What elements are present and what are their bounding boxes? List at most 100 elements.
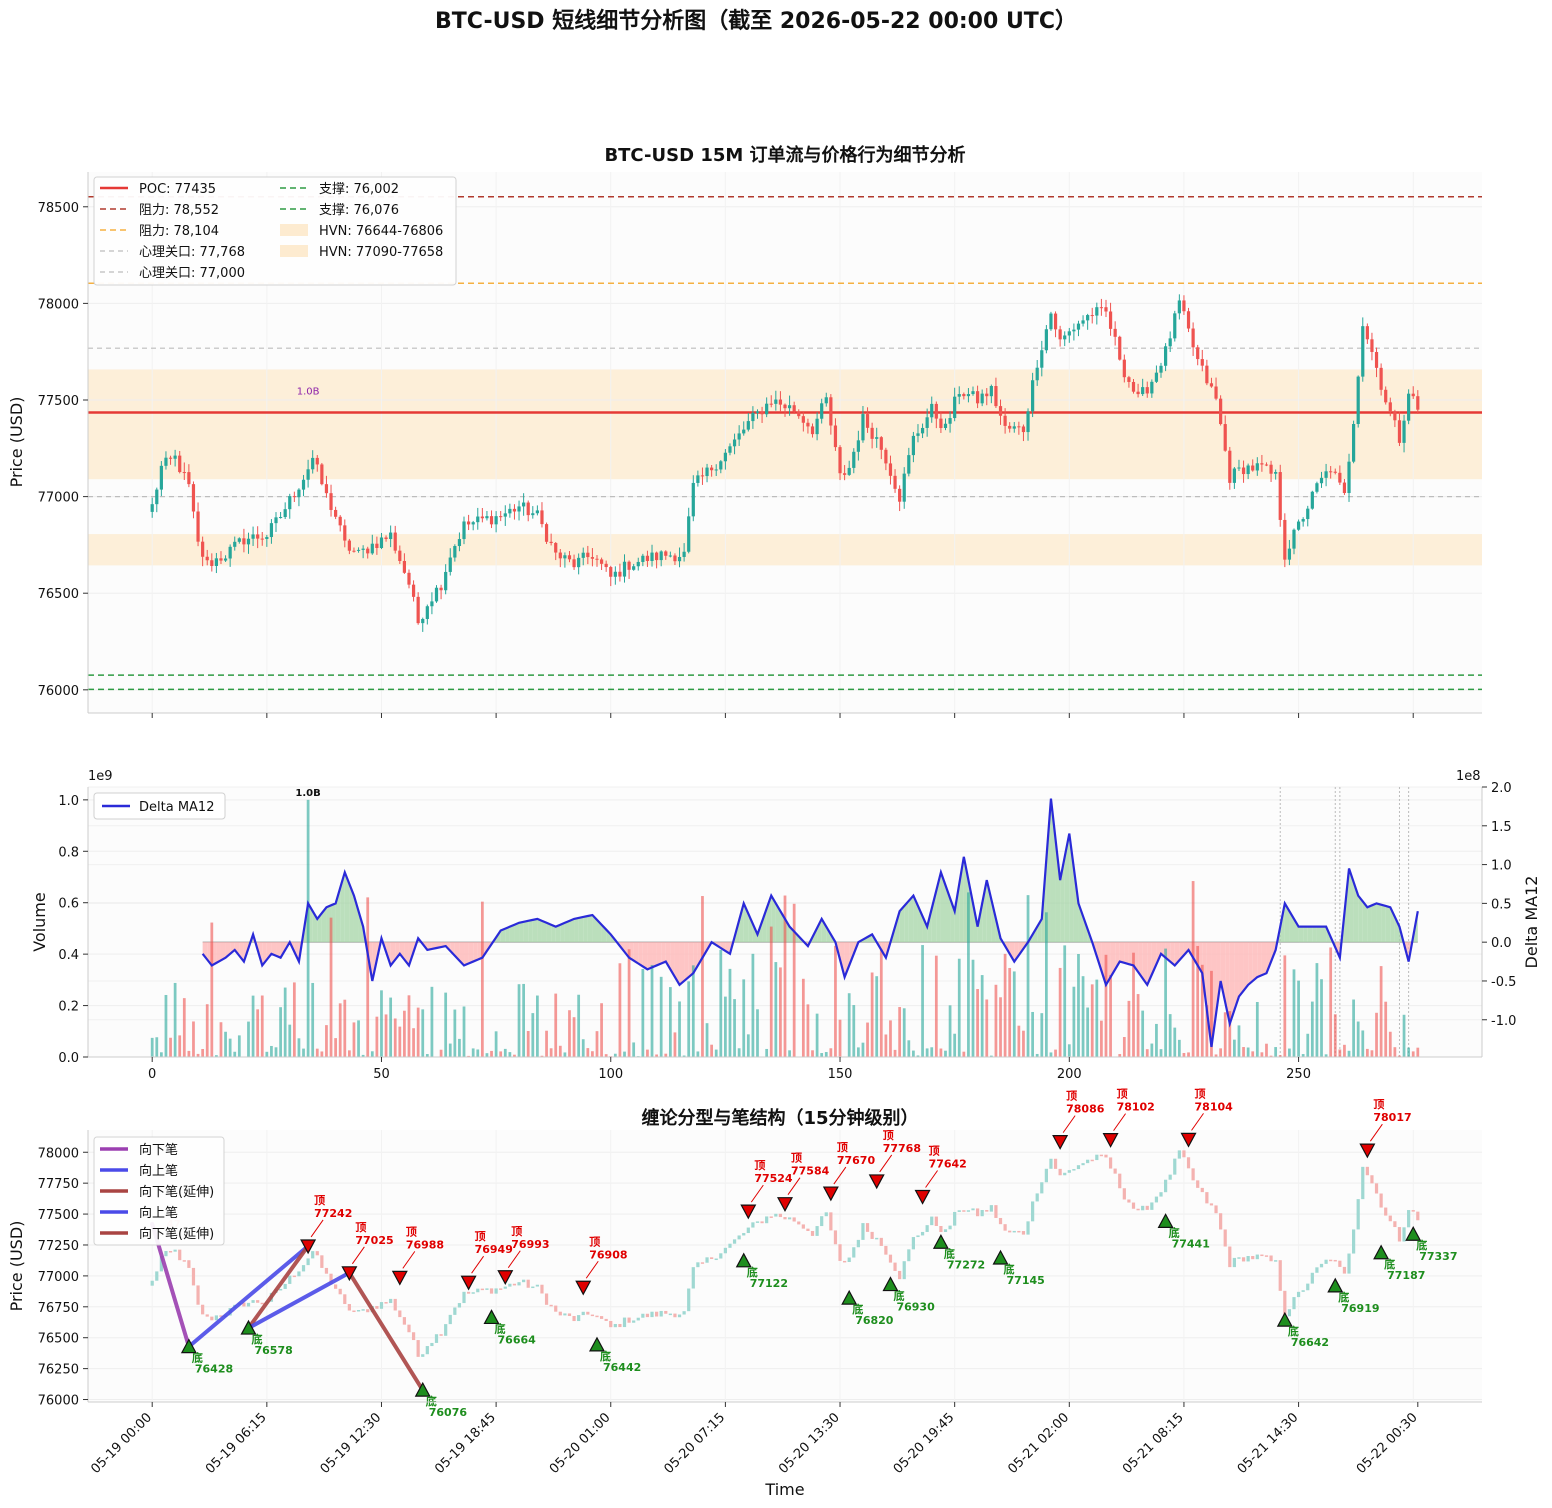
chan-candle-body: [1214, 1205, 1218, 1214]
volume-bar: [650, 964, 654, 1057]
chan-candle-body: [1150, 1202, 1154, 1210]
volume-bar: [1077, 954, 1080, 1057]
volume-bar: [1356, 1021, 1360, 1057]
chan-xtick-label: 05-20 19:45: [891, 1410, 958, 1477]
bottom-fractal-marker: [932, 1233, 949, 1249]
volume-xticks: 0 50 100 150 200 250: [148, 1057, 1311, 1082]
top-fractal-tag: 顶: [1373, 1098, 1384, 1111]
volume-bar: [1297, 980, 1300, 1057]
chan-candle-body: [499, 1288, 503, 1290]
bottom-fractal-marker: [1373, 1244, 1390, 1260]
chan-candle-body: [1003, 1224, 1007, 1231]
top-fractal-tag: 顶: [589, 1235, 600, 1248]
candle-body: [650, 552, 654, 562]
candle-body: [1397, 420, 1402, 443]
candle-body: [233, 541, 237, 547]
candle-body: [242, 538, 246, 545]
top-fractal-marker: [300, 1239, 317, 1255]
candle-body: [916, 433, 920, 436]
candle-body: [329, 493, 333, 510]
chan-candle-body: [810, 1230, 815, 1236]
candle-body: [797, 411, 801, 417]
volume-bar: [1379, 966, 1383, 1057]
volume-bar: [389, 997, 393, 1057]
volume-peak-label: 1.0B: [295, 788, 320, 799]
volume-bar: [159, 1052, 163, 1057]
chan-candle-body: [696, 1262, 700, 1268]
chan-candle-body: [1352, 1229, 1356, 1254]
candle-body: [389, 532, 393, 540]
candle-body: [352, 550, 356, 552]
candle-body: [1301, 519, 1305, 522]
candle-body: [1053, 313, 1058, 330]
chan-candle-body: [439, 1334, 443, 1336]
bottom-fractal-price: 76578: [254, 1344, 292, 1357]
delta-fill-segment: [1170, 942, 1175, 966]
chan-candle-body: [902, 1261, 906, 1280]
volume-bar: [994, 984, 998, 1057]
volume-ytick-label: 0.0: [58, 1051, 79, 1066]
chan-candle-body: [444, 1324, 448, 1336]
volume-bar: [311, 982, 315, 1057]
price-legend-label: HVN: 76644-76806: [319, 224, 443, 239]
volume-bar: [563, 1052, 567, 1057]
delta-fill-segment: [748, 913, 753, 943]
bottom-fractal-marker: [735, 1252, 752, 1268]
chan-candle-body: [508, 1283, 512, 1287]
candle-body: [806, 422, 810, 427]
chan-legend-label: 向下笔(延伸): [139, 1226, 214, 1242]
candle-body: [820, 403, 824, 419]
volume-bar: [403, 1010, 406, 1057]
top-fractal-tag: 顶: [406, 1225, 417, 1238]
chan-candle-body: [1159, 1192, 1163, 1197]
chan-candle-body: [489, 1288, 494, 1294]
candle-body: [673, 555, 677, 562]
candle-body: [668, 555, 672, 557]
candle-body: [586, 552, 590, 558]
top-fractal-price: 77642: [929, 1158, 967, 1171]
candle-body: [1095, 307, 1099, 316]
top-annotation-arrow: [471, 1255, 485, 1274]
chan-candle-body: [595, 1315, 599, 1318]
chan-candle-body: [966, 1210, 971, 1212]
candle-body: [655, 552, 659, 561]
delta-fill-segment: [1321, 926, 1327, 943]
volume-bar: [934, 955, 938, 1057]
delta-fill-segment: [606, 929, 611, 943]
top-fractal-price: 76988: [406, 1238, 444, 1251]
chan-candle-body: [820, 1216, 824, 1227]
chan-candle-body: [599, 1316, 604, 1319]
candle-body: [1278, 472, 1282, 520]
chan-candle-body: [1347, 1253, 1351, 1274]
volume-bar: [1343, 1044, 1346, 1057]
chan-candle-body: [1154, 1196, 1159, 1203]
chan-candle-body: [522, 1279, 526, 1283]
volume-bar: [192, 1021, 195, 1057]
chan-candle-body: [1393, 1221, 1397, 1228]
delta-fill-segment: [276, 942, 281, 958]
volume-ytick-label: 0.8: [58, 845, 79, 860]
chan-candle-body: [480, 1288, 484, 1291]
top-annotation-arrow: [402, 1251, 416, 1269]
chan-candle-body: [544, 1293, 549, 1305]
volume-xtick-label: 250: [1286, 1067, 1311, 1082]
volume-bar: [1182, 1052, 1186, 1057]
candle-body: [930, 403, 934, 418]
volume-bar: [526, 1030, 530, 1057]
top-fractal-tag: 顶: [754, 1159, 765, 1172]
candle-body: [1342, 482, 1347, 494]
volume-bar: [453, 1009, 457, 1057]
volume-bar: [224, 1031, 227, 1057]
chan-candle-body: [1274, 1260, 1278, 1262]
chan-candle-body: [893, 1262, 897, 1271]
candle-body: [182, 472, 186, 474]
volume-bar: [1315, 963, 1319, 1057]
hvn-zone: [88, 534, 1482, 566]
candle-body: [769, 403, 773, 405]
volume-bar: [779, 967, 782, 1057]
volume-bar: [270, 1045, 273, 1057]
volume-bar: [875, 976, 879, 1057]
chan-candle-body: [430, 1342, 434, 1347]
chan-candle-body: [714, 1258, 718, 1261]
